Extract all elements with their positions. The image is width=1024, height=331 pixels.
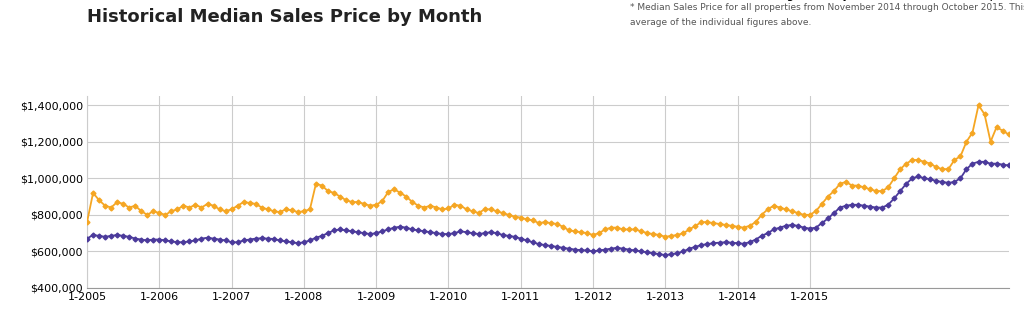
Condo/TIC/Coop: [973, 160, 985, 164]
Condo/TIC/Coop: [659, 253, 672, 257]
Single Family: [773, 206, 785, 210]
Single Family: [407, 200, 419, 204]
Condo/TIC/Coop: [400, 226, 413, 230]
Condo/TIC/Coop: [840, 204, 852, 208]
Condo/TIC/Coop: [773, 226, 785, 230]
Line: Condo/TIC/Coop: Condo/TIC/Coop: [85, 160, 1011, 257]
Line: Single Family: Single Family: [85, 103, 1011, 239]
Legend: Single Family, Condo/TIC/Coop: Single Family, Condo/TIC/Coop: [727, 0, 1002, 6]
Single Family: [659, 235, 672, 239]
Condo/TIC/Coop: [1002, 164, 1015, 167]
Single Family: [973, 103, 985, 107]
Single Family: [1002, 132, 1015, 136]
Condo/TIC/Coop: [876, 206, 888, 210]
Single Family: [840, 180, 852, 184]
Single Family: [876, 189, 888, 193]
Text: average of the individual figures above.: average of the individual figures above.: [630, 18, 811, 27]
Text: Historical Median Sales Price by Month: Historical Median Sales Price by Month: [87, 8, 482, 26]
Text: * Median Sales Price for all properties from November 2014 through October 2015.: * Median Sales Price for all properties …: [630, 3, 1024, 12]
Condo/TIC/Coop: [407, 227, 419, 231]
Single Family: [671, 233, 683, 237]
Condo/TIC/Coop: [81, 237, 93, 241]
Condo/TIC/Coop: [671, 251, 683, 255]
Single Family: [81, 220, 93, 224]
Single Family: [400, 195, 413, 199]
